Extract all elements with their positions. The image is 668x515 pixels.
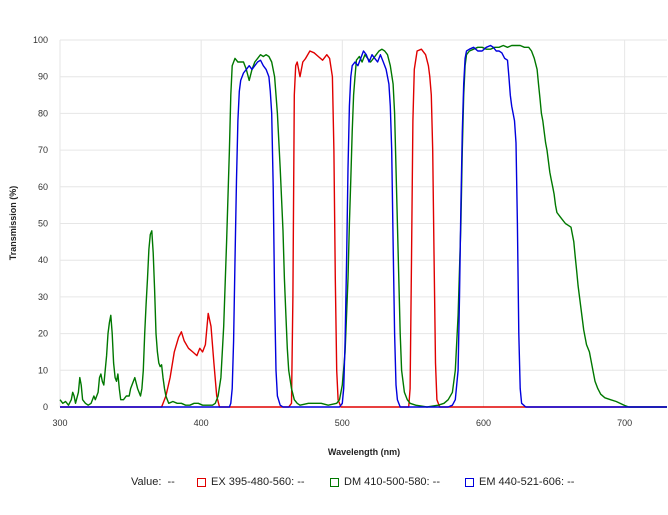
legend-value-readout: --: [167, 476, 175, 488]
y-tick-label: 30: [38, 292, 48, 302]
legend-label-dm: DM 410-500-580:: [344, 476, 430, 488]
x-axis-title: Wavelength (nm): [328, 447, 400, 457]
legend-value-label: Value: --: [131, 476, 175, 488]
transmission-chart: 300 400 500 600 700 0 10 20 30 40 50 60 70 80 90 100 W…: [8, 35, 667, 457]
x-tick-label: 300: [52, 418, 67, 428]
y-axis-ticks: 0 10 20 30 40 50 60 70 80 90 100: [33, 35, 48, 412]
x-tick-label: 600: [476, 418, 491, 428]
x-tick-label: 500: [335, 418, 350, 428]
legend-item-em[interactable]: EM 440-521-606: --: [465, 476, 574, 488]
y-tick-label: 20: [38, 329, 48, 339]
legend-label-em: EM 440-521-606:: [479, 476, 564, 488]
legend-value-em: --: [567, 476, 575, 488]
legend-item-ex[interactable]: EX 395-480-560: --: [197, 476, 305, 488]
legend-value-dm: --: [432, 476, 440, 488]
y-tick-label: 90: [38, 72, 48, 82]
x-tick-label: 700: [617, 418, 632, 428]
series-lines: [59, 44, 667, 408]
grid-lines: [59, 39, 667, 408]
legend-swatch-em: [465, 477, 474, 487]
y-tick-label: 0: [43, 402, 48, 412]
legend-label-ex: EX 395-480-560:: [211, 476, 295, 488]
y-tick-label: 40: [38, 255, 48, 265]
y-tick-label: 50: [38, 219, 48, 229]
legend-value-caption: Value:: [131, 476, 162, 488]
legend: Value: -- EX 395-480-560: -- DM 410-500-…: [0, 476, 668, 494]
y-tick-label: 10: [38, 365, 48, 375]
x-tick-label: 400: [194, 418, 209, 428]
series-line-0: [60, 48, 667, 408]
y-tick-label: 70: [38, 145, 48, 155]
series-line-1: [59, 44, 667, 408]
y-tick-label: 100: [33, 35, 48, 45]
legend-swatch-dm: [330, 477, 339, 487]
y-tick-label: 80: [38, 108, 48, 118]
legend-swatch-ex: [197, 477, 206, 487]
x-axis-ticks: 300 400 500 600 700: [52, 418, 632, 428]
y-tick-label: 60: [38, 182, 48, 192]
y-axis-title: Transmission (%): [8, 186, 18, 261]
series-line-2: [60, 44, 667, 408]
legend-item-dm[interactable]: DM 410-500-580: --: [330, 476, 440, 488]
legend-value-ex: --: [297, 476, 305, 488]
